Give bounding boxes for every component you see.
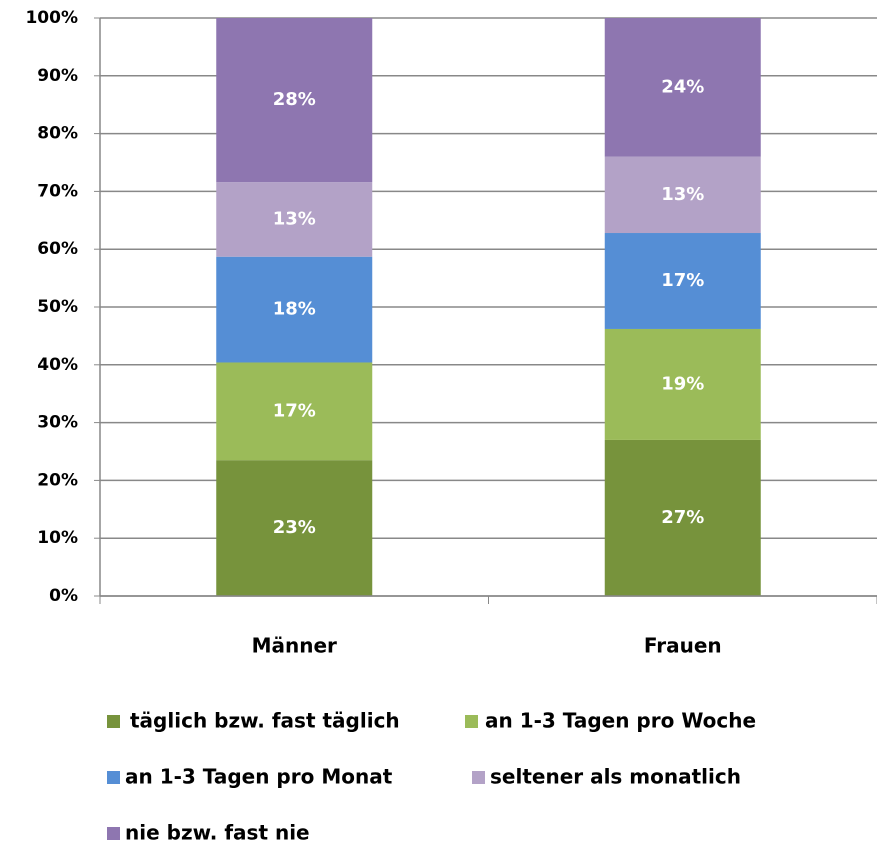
value-label: 28%: [273, 89, 316, 110]
bar-segment: [216, 460, 373, 596]
y-tick-label: 10%: [37, 528, 78, 548]
y-tick-label: 100%: [25, 8, 78, 28]
value-label: 13%: [273, 208, 316, 229]
y-tick-label: 60%: [37, 239, 78, 259]
bar-segment: [604, 18, 761, 157]
y-tick-label: 50%: [37, 297, 78, 317]
legend-label: an 1-3 Tagen pro Monat: [125, 765, 393, 789]
value-label: 24%: [661, 76, 704, 97]
bar-segment: [216, 18, 373, 183]
y-tick-label: 70%: [37, 181, 78, 201]
x-tick-label: Männer: [252, 634, 337, 658]
value-label: 13%: [661, 184, 704, 205]
y-tick-label: 40%: [37, 355, 78, 375]
bar-segment: [604, 156, 761, 234]
legend-label: täglich bzw. fast täglich: [130, 709, 400, 733]
value-label: 27%: [661, 507, 704, 528]
legend-marker: [107, 715, 120, 728]
value-label: 23%: [273, 517, 316, 538]
x-tick-label: Frauen: [644, 634, 722, 658]
value-label: 18%: [273, 299, 316, 320]
legend-label: nie bzw. fast nie: [125, 821, 310, 845]
bar-segment: [604, 233, 761, 329]
y-tick-label: 90%: [37, 66, 78, 86]
legend-label: an 1-3 Tagen pro Woche: [485, 709, 756, 733]
bar-segment: [604, 439, 761, 596]
bar-segment: [216, 362, 373, 461]
legend-marker: [465, 715, 478, 728]
legend-label: seltener als monatlich: [490, 765, 741, 789]
bar-segment: [604, 328, 761, 440]
bar-segment: [216, 182, 373, 257]
legend-marker: [472, 771, 485, 784]
value-label: 17%: [273, 400, 316, 421]
value-label: 17%: [661, 270, 704, 291]
y-tick-label: 0%: [49, 586, 78, 606]
y-tick-label: 30%: [37, 413, 78, 433]
legend-marker: [107, 827, 120, 840]
y-tick-label: 80%: [37, 124, 78, 144]
value-label: 19%: [661, 373, 704, 394]
legend-marker: [107, 771, 120, 784]
bar-segment: [216, 256, 373, 363]
y-tick-label: 20%: [37, 470, 78, 490]
